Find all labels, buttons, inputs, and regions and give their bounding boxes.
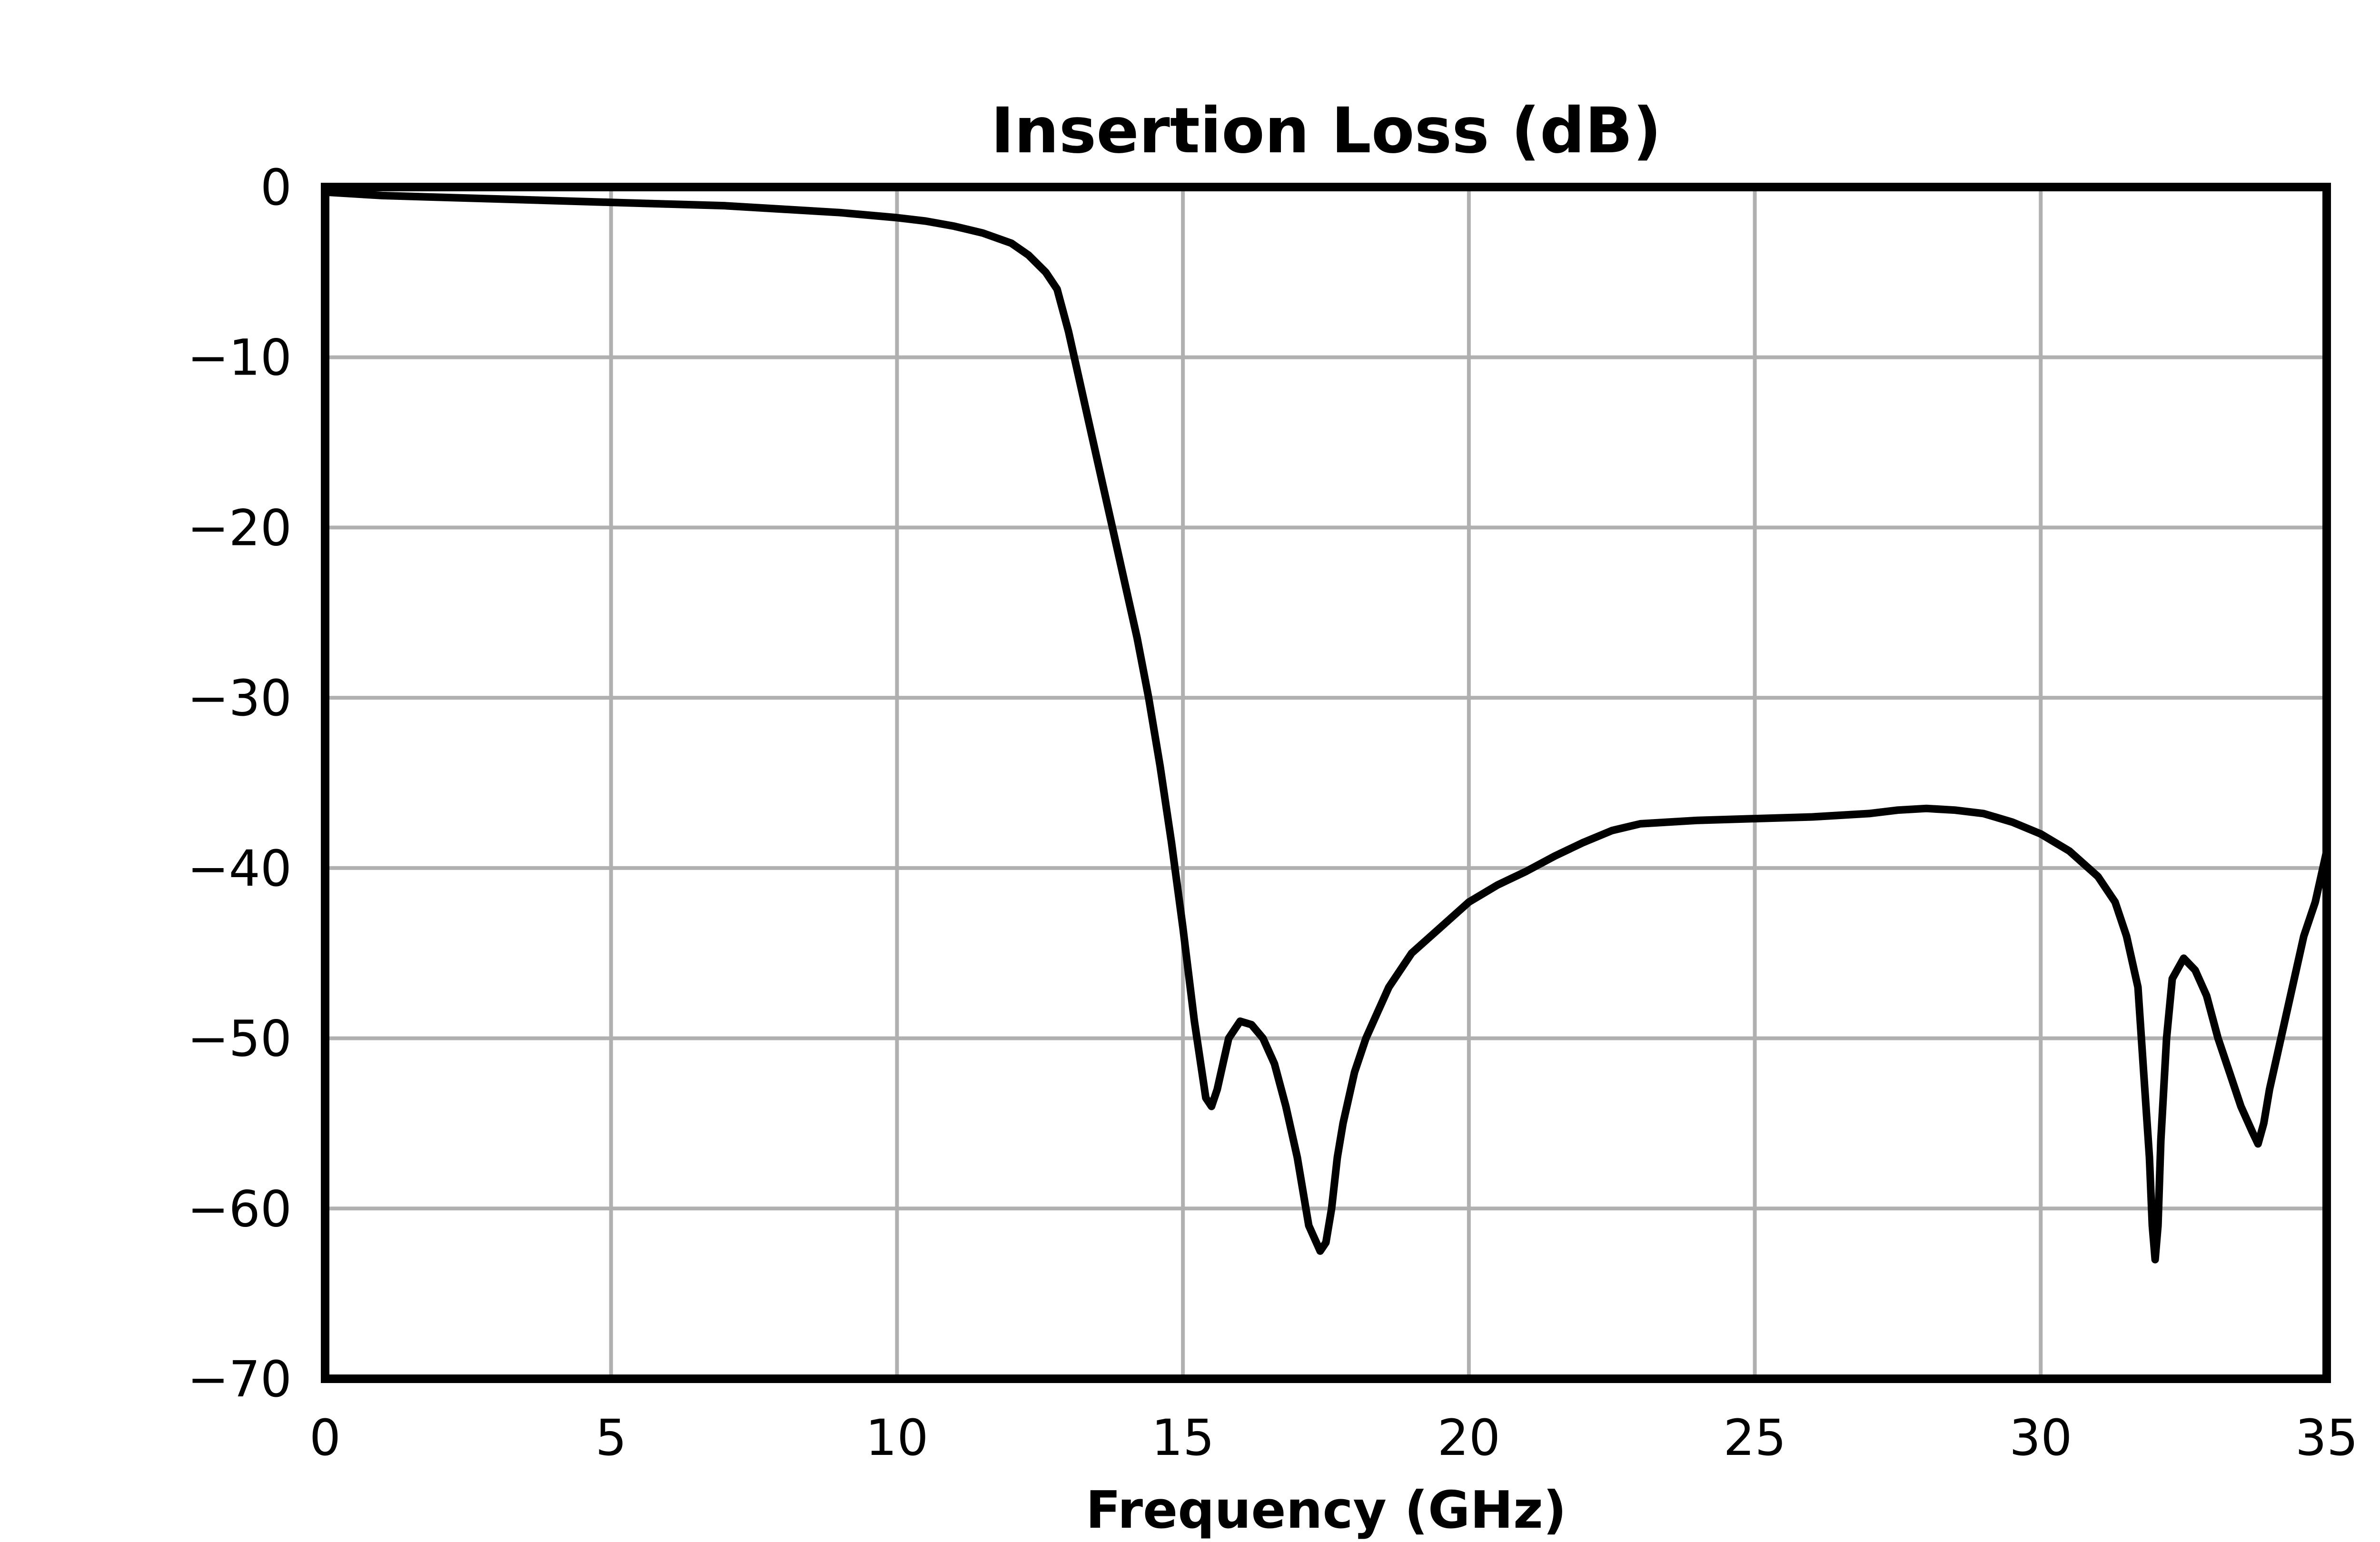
x-tick-label: 35 [2295,1409,2358,1467]
y-tick-label: −10 [188,329,292,387]
x-tick-label: 10 [865,1409,928,1467]
y-tick-label: −60 [188,1180,292,1238]
x-tick-label: 30 [2009,1409,2072,1467]
grid [325,187,2327,1379]
x-tick-label: 0 [309,1409,341,1467]
y-tick-label: −20 [188,499,292,557]
y-tick-labels: 0 −10 −20 −30 −40 −50 −60 −70 [188,158,292,1408]
insertion-loss-trace [321,188,2330,1264]
x-tick-label: 25 [1723,1409,1786,1467]
y-tick-label: −70 [188,1350,292,1408]
x-axis-label: Frequency (GHz) [1086,1481,1567,1540]
plot-frame [321,183,2331,1383]
y-tick-label: −50 [188,1010,292,1068]
x-tick-labels: 0 5 10 15 20 25 30 35 [309,1409,2358,1467]
y-tick-label: −30 [188,669,292,727]
chart-title: Insertion Loss (dB) [991,94,1662,168]
x-tick-label: 5 [595,1409,627,1467]
y-tick-label: −40 [188,840,292,898]
x-tick-label: 15 [1151,1409,1214,1467]
x-tick-label: 20 [1438,1409,1500,1467]
y-tick-label: 0 [260,158,292,217]
